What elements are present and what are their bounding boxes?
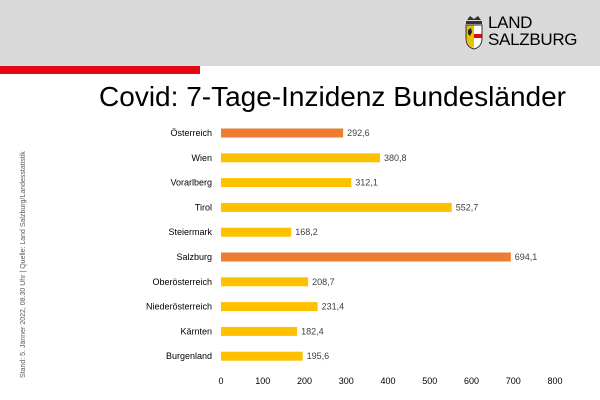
chart-title: Covid: 7-Tage-Inzidenz Bundesländer	[99, 81, 566, 112]
x-tick-label: 200	[297, 376, 312, 386]
data-label: 694,1	[515, 252, 538, 262]
x-tick-label: 400	[380, 376, 395, 386]
coat-of-arms-icon	[465, 16, 483, 50]
x-tick-label: 300	[339, 376, 354, 386]
bar	[221, 178, 352, 188]
bar	[221, 202, 452, 212]
bar	[221, 277, 309, 287]
logo-line-1: LAND	[488, 13, 533, 32]
data-label: 182,4	[301, 326, 324, 336]
category-label: Steiermark	[168, 227, 212, 237]
bar	[221, 302, 318, 312]
land-salzburg-logo: LAND SALZBURG	[464, 13, 578, 54]
logo-wordmark: LAND SALZBURG	[488, 13, 578, 49]
bar	[221, 326, 298, 336]
bar	[221, 351, 303, 361]
data-label: 552,7	[456, 202, 479, 212]
category-label: Vorarlberg	[170, 178, 212, 188]
x-tick-label: 100	[255, 376, 270, 386]
data-label: 195,6	[307, 351, 330, 361]
category-label: Österreich	[170, 128, 212, 138]
bar	[221, 227, 292, 237]
bar	[221, 153, 380, 163]
category-label: Wien	[191, 153, 212, 163]
category-label: Oberösterreich	[152, 277, 212, 287]
bar	[221, 252, 511, 262]
category-label: Salzburg	[176, 252, 212, 262]
data-label: 231,4	[322, 302, 345, 312]
data-label: 208,7	[312, 277, 335, 287]
accent-bar	[0, 66, 200, 74]
category-label: Niederösterreich	[146, 302, 212, 312]
header-band	[0, 0, 600, 66]
logo-line-2: SALZBURG	[488, 30, 578, 49]
category-label: Kärnten	[180, 326, 212, 336]
data-label: 312,1	[355, 178, 378, 188]
x-tick-label: 500	[422, 376, 437, 386]
x-tick-label: 800	[547, 376, 562, 386]
category-label: Burgenland	[166, 351, 212, 361]
x-tick-label: 0	[218, 376, 223, 386]
x-tick-label: 600	[464, 376, 479, 386]
data-label: 380,8	[384, 153, 407, 163]
category-label: Tirol	[195, 202, 212, 212]
data-label: 292,6	[347, 128, 370, 138]
x-tick-label: 700	[506, 376, 521, 386]
bar	[221, 128, 344, 138]
data-label: 168,2	[295, 227, 318, 237]
